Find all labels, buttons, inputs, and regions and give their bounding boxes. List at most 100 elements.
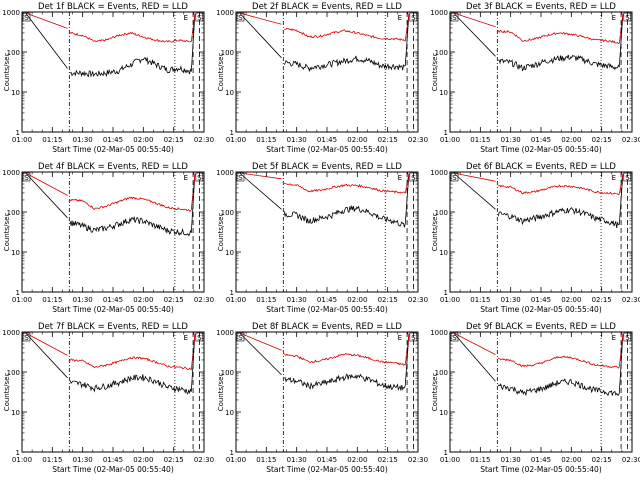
y-tick-label: 1000	[2, 9, 20, 17]
start-marker-box	[450, 332, 459, 342]
x-axis-label: Start Time (02-Mar-05 00:55:40)	[480, 145, 602, 154]
events-trace	[239, 332, 410, 391]
x-tick-label: 01:00	[440, 456, 460, 464]
end-marker-label: E	[398, 334, 402, 342]
detector-panel: Det 8f BLACK = Events, RED = LLD S E S 1 10 10…	[216, 322, 428, 474]
y-tick-label: 1	[16, 289, 20, 297]
y-axis-label: Counts/sec	[3, 213, 11, 252]
start-marker-box	[236, 172, 245, 182]
end-marker-box	[195, 172, 204, 182]
x-tick-label: 01:30	[287, 456, 307, 464]
y-tick-label: 1	[16, 449, 20, 457]
start-marker-box	[450, 12, 459, 22]
events-trace	[453, 332, 624, 397]
detector-panel: Det 5f BLACK = Events, RED = LLD S E S 1 10 10…	[216, 162, 428, 314]
end-marker-label: S	[197, 334, 202, 342]
y-axis-label: Counts/sec	[431, 53, 439, 92]
panel-title: Det 9f BLACK = Events, RED = LLD	[466, 322, 616, 332]
x-tick-label: 01:15	[42, 456, 62, 464]
panel-title: Det 8f BLACK = Events, RED = LLD	[252, 322, 402, 332]
panel-title: Det 2f BLACK = Events, RED = LLD	[252, 2, 402, 12]
y-tick-label: 1000	[430, 329, 448, 337]
y-axis-label: Counts/sec	[217, 53, 225, 92]
y-tick-label: 10	[11, 409, 20, 417]
x-tick-label: 01:15	[256, 296, 276, 304]
x-tick-label: 01:45	[317, 136, 337, 144]
x-tick-label: 02:30	[622, 456, 640, 464]
x-axis-label: Start Time (02-Mar-05 00:55:40)	[52, 465, 174, 474]
lld-trace	[239, 12, 410, 42]
end-marker-box	[623, 12, 632, 22]
y-tick-label: 10	[439, 249, 448, 257]
y-tick-label: 100	[435, 49, 448, 57]
lld-trace	[239, 172, 410, 194]
x-tick-label: 01:30	[501, 296, 521, 304]
x-tick-label: 01:15	[470, 296, 490, 304]
x-tick-label: 02:00	[347, 136, 367, 144]
x-tick-label: 02:30	[194, 456, 214, 464]
x-tick-label: 02:30	[408, 136, 428, 144]
x-tick-label: 02:00	[561, 456, 581, 464]
x-tick-label: 02:00	[133, 296, 153, 304]
x-tick-label: 01:00	[440, 296, 460, 304]
x-tick-label: 02:00	[133, 456, 153, 464]
detector-panel: Det 6f BLACK = Events, RED = LLD S E S 1 10 10…	[430, 162, 640, 314]
x-tick-label: 01:30	[73, 296, 93, 304]
x-tick-label: 01:45	[317, 456, 337, 464]
x-tick-label: 01:00	[226, 136, 246, 144]
x-tick-label: 01:45	[317, 296, 337, 304]
x-tick-label: 01:15	[256, 456, 276, 464]
start-marker-label: S	[452, 174, 457, 182]
end-marker-box	[195, 12, 204, 22]
end-marker-label: S	[625, 14, 630, 22]
lld-trace	[25, 12, 196, 43]
end-marker-label: E	[184, 14, 188, 22]
x-tick-label: 01:15	[470, 456, 490, 464]
lld-trace	[25, 332, 196, 371]
events-trace	[25, 332, 196, 395]
x-tick-label: 02:15	[592, 296, 612, 304]
end-marker-box	[623, 332, 632, 342]
x-tick-label: 02:15	[378, 456, 398, 464]
panel-title: Det 1f BLACK = Events, RED = LLD	[38, 2, 188, 12]
x-tick-label: 01:15	[42, 136, 62, 144]
y-tick-label: 10	[11, 89, 20, 97]
axis-frame	[21, 331, 205, 453]
end-marker-label: E	[184, 334, 188, 342]
y-axis-label: Counts/sec	[217, 213, 225, 252]
x-tick-label: 02:15	[378, 136, 398, 144]
end-marker-box	[409, 332, 418, 342]
detector-panel: Det 9f BLACK = Events, RED = LLD S E S 1 10 10…	[430, 322, 640, 474]
x-tick-label: 02:30	[622, 296, 640, 304]
y-tick-label: 1	[444, 449, 448, 457]
y-tick-label: 100	[221, 369, 234, 377]
end-marker-label: S	[197, 14, 202, 22]
x-tick-label: 02:00	[347, 456, 367, 464]
start-marker-label: S	[452, 334, 457, 342]
events-trace	[25, 172, 196, 237]
y-tick-label: 10	[439, 89, 448, 97]
start-marker-label: S	[24, 14, 29, 22]
y-tick-label: 1000	[216, 329, 234, 337]
x-tick-label: 01:00	[12, 136, 32, 144]
end-marker-box	[195, 332, 204, 342]
y-tick-label: 1	[444, 129, 448, 137]
x-tick-label: 01:00	[440, 136, 460, 144]
end-marker-label: S	[625, 334, 630, 342]
end-marker-box	[409, 172, 418, 182]
x-tick-label: 02:30	[194, 136, 214, 144]
x-tick-label: 01:30	[287, 136, 307, 144]
y-tick-label: 100	[7, 209, 20, 217]
x-tick-label: 01:15	[470, 136, 490, 144]
x-axis-label: Start Time (02-Mar-05 00:55:40)	[480, 465, 602, 474]
x-tick-label: 02:30	[194, 296, 214, 304]
x-tick-label: 02:00	[561, 296, 581, 304]
x-tick-label: 01:30	[73, 456, 93, 464]
y-tick-label: 100	[435, 209, 448, 217]
y-tick-label: 100	[221, 209, 234, 217]
x-axis-label: Start Time (02-Mar-05 00:55:40)	[266, 305, 388, 314]
y-tick-label: 10	[225, 409, 234, 417]
x-tick-label: 01:15	[256, 136, 276, 144]
y-tick-label: 100	[221, 49, 234, 57]
